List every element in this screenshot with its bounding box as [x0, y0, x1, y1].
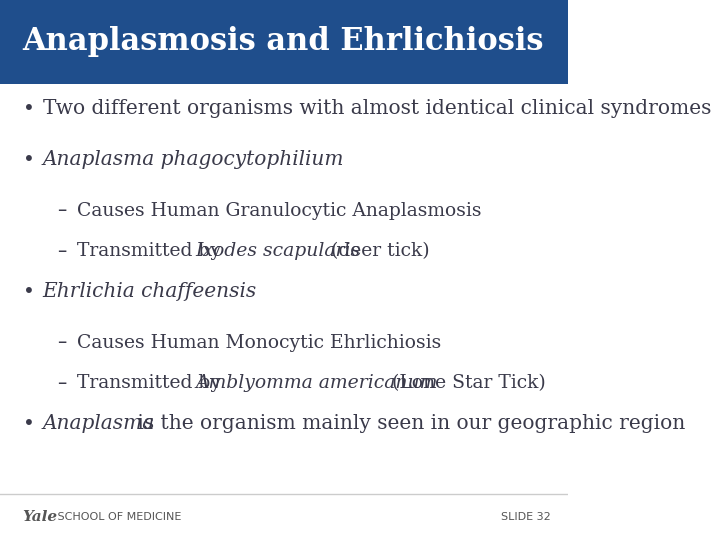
Text: Transmitted by: Transmitted by	[76, 242, 227, 260]
Text: Anaplasma phagocytophilium: Anaplasma phagocytophilium	[42, 150, 344, 169]
Text: Anaplasmosis and Ehrlichiosis: Anaplasmosis and Ehrlichiosis	[23, 26, 544, 57]
Text: Anaplasma: Anaplasma	[42, 414, 155, 434]
Text: (Lone Star Tick): (Lone Star Tick)	[386, 374, 546, 393]
Text: •: •	[23, 282, 35, 301]
Text: –: –	[57, 201, 66, 220]
Text: Amblyomma americanum: Amblyomma americanum	[195, 374, 437, 393]
Text: •: •	[23, 98, 35, 118]
Text: Ehrlichia chaffeensis: Ehrlichia chaffeensis	[42, 282, 257, 301]
Text: Causes Human Granulocytic Anaplasmosis: Causes Human Granulocytic Anaplasmosis	[76, 201, 481, 220]
Text: SCHOOL OF MEDICINE: SCHOOL OF MEDICINE	[54, 512, 181, 522]
Text: SLIDE 32: SLIDE 32	[501, 512, 551, 522]
Text: is the organism mainly seen in our geographic region: is the organism mainly seen in our geogr…	[131, 414, 685, 434]
Text: (deer tick): (deer tick)	[325, 242, 430, 260]
Text: Causes Human Monocytic Ehrlichiosis: Causes Human Monocytic Ehrlichiosis	[76, 334, 441, 352]
Text: Transmitted by: Transmitted by	[76, 374, 227, 393]
Text: Yale: Yale	[23, 510, 58, 524]
Text: –: –	[57, 241, 66, 261]
Text: Two different organisms with almost identical clinical syndromes: Two different organisms with almost iden…	[42, 98, 711, 118]
Text: Ixodes scapularis: Ixodes scapularis	[195, 242, 360, 260]
Text: •: •	[23, 150, 35, 169]
Text: •: •	[23, 414, 35, 434]
FancyBboxPatch shape	[0, 0, 568, 84]
Text: –: –	[57, 333, 66, 353]
Text: –: –	[57, 374, 66, 393]
